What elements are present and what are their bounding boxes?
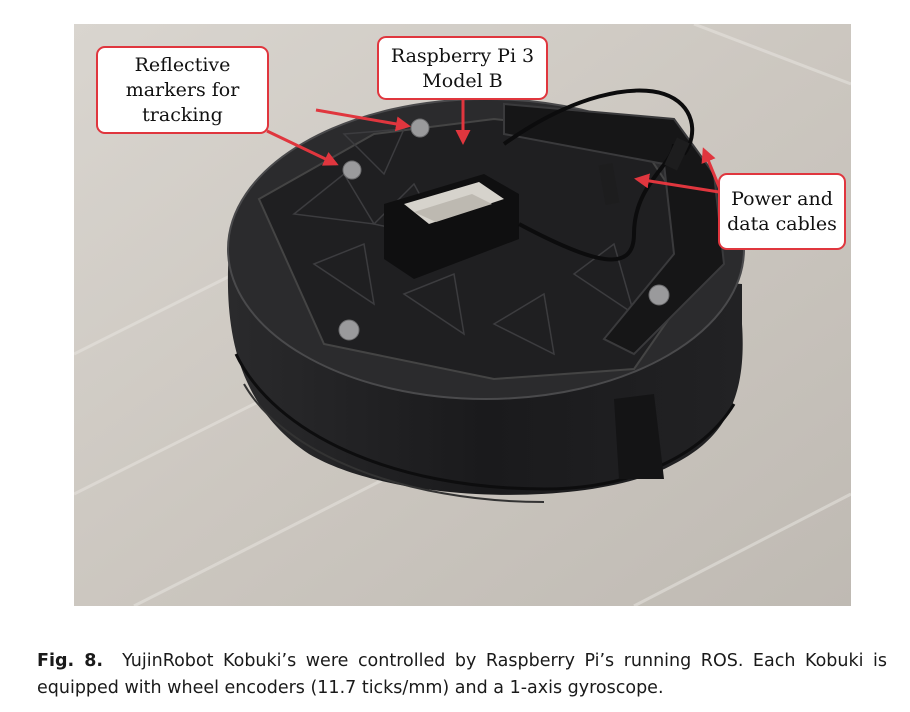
power-cable: [502, 88, 695, 156]
marker-ball: [342, 160, 362, 180]
arrow-to-marker-top: [315, 108, 411, 132]
callout-line: markers for: [125, 79, 240, 101]
callout-arrows: [266, 100, 726, 200]
figure-label: Fig. 8.: [37, 651, 104, 671]
marker-ball: [410, 118, 430, 138]
data-cable: [518, 143, 676, 262]
callout-raspberry-pi: Raspberry Pi 3 Model B: [377, 36, 548, 100]
callout-reflective-markers: Reflective markers for tracking: [96, 46, 269, 134]
caption-text: YujinRobot Kobuki’s were controlled by R…: [37, 651, 887, 698]
front-bumper: [614, 394, 664, 479]
callout-line: Raspberry Pi 3: [390, 45, 535, 67]
plate-triangles: [292, 128, 636, 356]
usb-plug: [598, 163, 620, 205]
marker-ball: [648, 284, 670, 306]
marker-ball: [338, 319, 360, 341]
power-plug: [664, 137, 690, 171]
arrow-to-marker-left: [266, 129, 339, 166]
arrow-to-usb: [634, 173, 720, 194]
callout-power-data-cables: Power and data cables: [718, 173, 846, 250]
robot-photo-illustration: [74, 24, 851, 606]
bumper-seam: [234, 353, 736, 491]
callout-line: data cables: [727, 213, 837, 235]
callout-line: tracking: [142, 104, 223, 126]
raspberry-pi-case: [384, 174, 519, 279]
reflective-markers: [338, 118, 670, 341]
callout-line: Model B: [422, 70, 503, 92]
figure-caption: Fig. 8. YujinRobot Kobuki’s were control…: [37, 648, 887, 702]
callout-line: Power and: [731, 188, 833, 210]
callout-line: Reflective: [134, 54, 231, 76]
floor-reflections: [74, 24, 851, 606]
figure-photo: Reflective markers for tracking Raspberr…: [74, 24, 851, 606]
